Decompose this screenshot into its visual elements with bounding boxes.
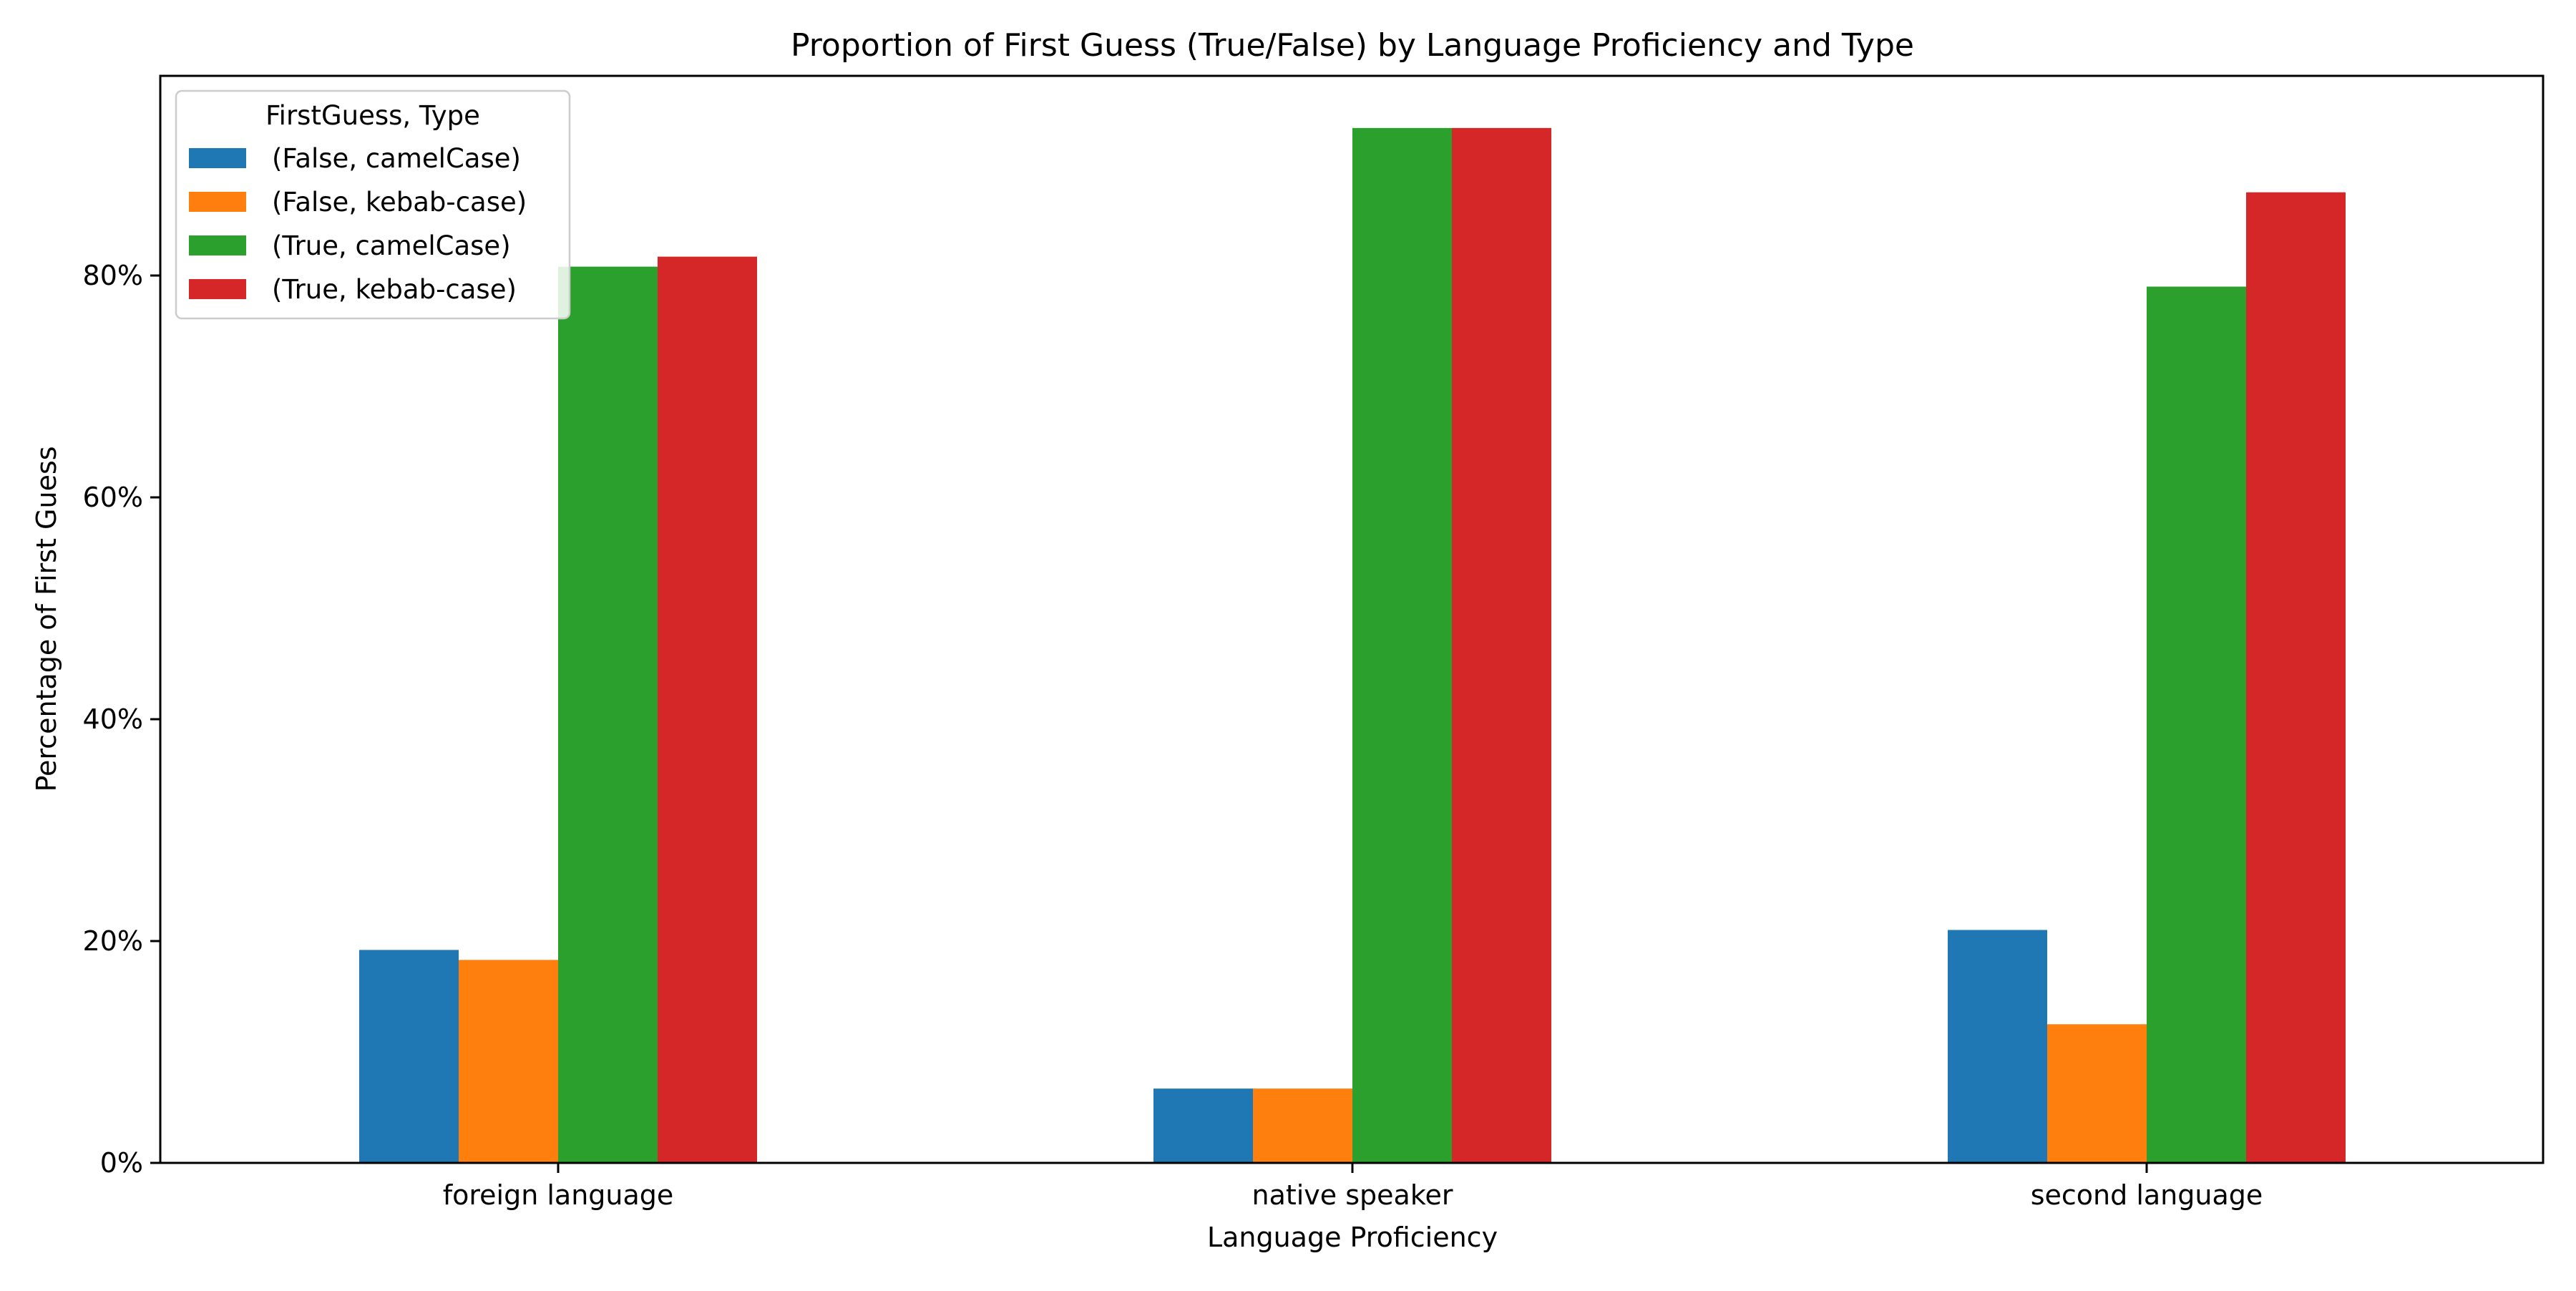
bar-foreign-language-series-2 (459, 960, 558, 1163)
legend-entry-label: (False, camelCase) (272, 143, 521, 174)
x-axis-label: Language Proficiency (1207, 1222, 1498, 1253)
legend-title: FirstGuess, Type (265, 100, 480, 131)
bar-second-language-series-4 (2246, 192, 2346, 1163)
legend-entry-label: (True, kebab-case) (272, 274, 517, 305)
y-axis: 0% 20% 40% 60% 80% (83, 260, 160, 1179)
bar-native-speaker-series-4 (1452, 127, 1551, 1164)
y-tick-label: 0% (100, 1147, 143, 1179)
y-tick-label: 40% (83, 703, 143, 735)
x-axis: foreign language native speaker second lan… (443, 1163, 2263, 1211)
bar-native-speaker-series-1 (1153, 1088, 1253, 1163)
x-tick-label: second language (2031, 1179, 2263, 1211)
legend-swatch (189, 192, 246, 212)
bar-second-language-series-2 (2047, 1024, 2147, 1163)
legend-entry-label: (True, camelCase) (272, 230, 511, 261)
bar-foreign-language-series-1 (359, 950, 459, 1163)
legend: FirstGuess, Type (False, camelCase)(Fals… (175, 89, 571, 320)
legend-swatch (189, 148, 246, 168)
y-tick-label: 80% (83, 260, 143, 291)
bar-native-speaker-series-3 (1352, 127, 1452, 1164)
legend-box (175, 89, 571, 320)
chart-title: Proportion of First Guess (True/False) b… (791, 27, 1914, 64)
legend-swatch (189, 235, 246, 255)
bars-group (359, 127, 2346, 1164)
bar-foreign-language-series-4 (658, 256, 757, 1163)
bar-native-speaker-series-2 (1253, 1088, 1352, 1163)
bar-second-language-series-3 (2147, 286, 2246, 1163)
legend-swatch (189, 279, 246, 299)
x-tick-label: foreign language (443, 1179, 674, 1211)
y-tick-label: 60% (83, 482, 143, 513)
legend-entry-label: (False, kebab-case) (272, 187, 527, 218)
legend-items: (False, camelCase) (False, kebab-case) (Tr… (189, 143, 527, 305)
y-axis-label: Percentage of First Guess (31, 446, 62, 791)
x-tick-label: native speaker (1252, 1179, 1453, 1211)
bar-foreign-language-series-3 (558, 266, 658, 1164)
bar-second-language-series-1 (1948, 930, 2047, 1163)
y-tick-label: 20% (83, 925, 143, 957)
